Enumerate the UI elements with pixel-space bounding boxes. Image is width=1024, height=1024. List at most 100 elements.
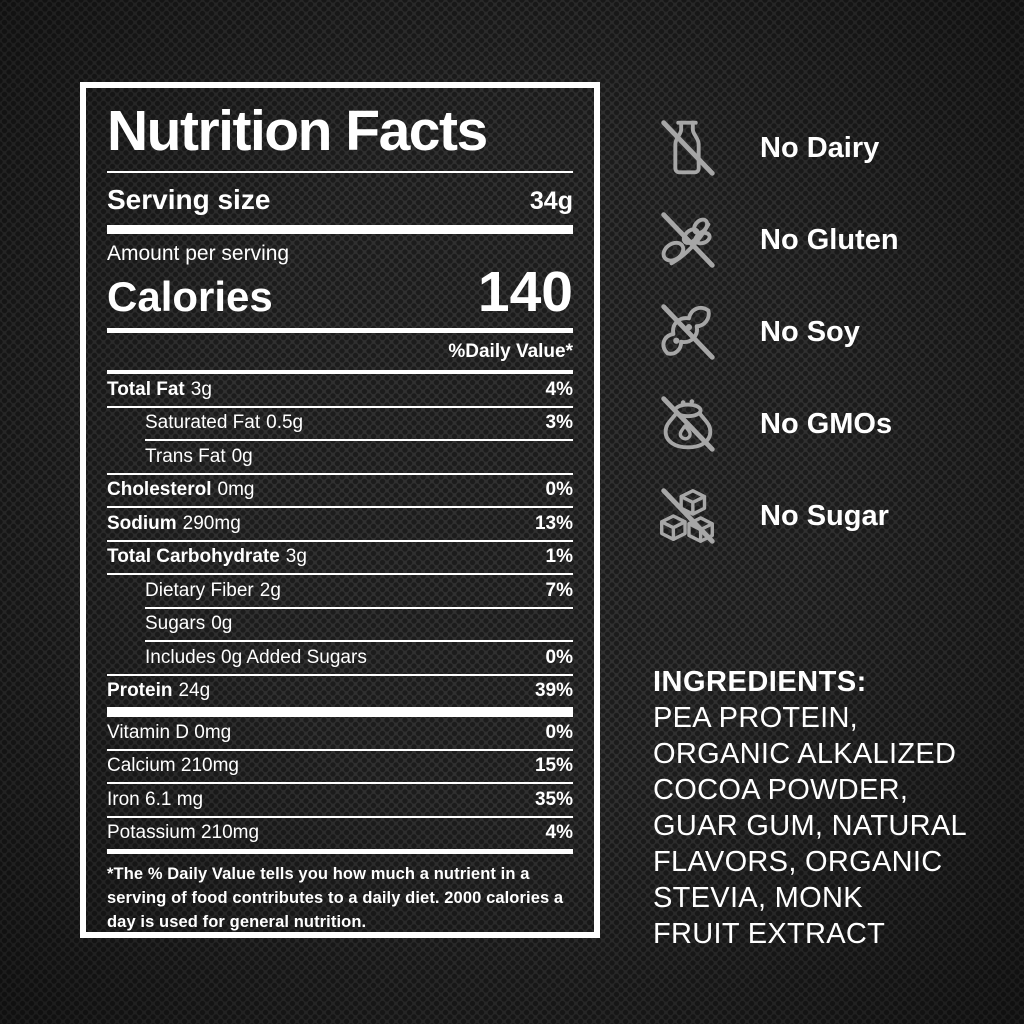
nutrient-name: Trans Fat	[145, 445, 226, 467]
micronutrient-daily-value: 35%	[534, 788, 573, 810]
nutrient-amount: 0g	[211, 613, 233, 635]
row-separator	[107, 405, 573, 408]
micronutrient-row: Vitamin D 0mg 0%	[107, 717, 573, 749]
no-gmos-icon	[661, 396, 715, 452]
micronutrient-row: Calcium 210mg 15%	[107, 751, 573, 783]
nutrient-daily-value: 13%	[534, 512, 573, 534]
amount-per-serving-label: Amount per serving	[107, 242, 290, 266]
nutrient-amount: 3g	[190, 378, 212, 400]
calories-label: Calories	[107, 273, 273, 321]
nutrient-row: Sugars 0g	[107, 609, 573, 641]
serving-size-value: 34g	[529, 187, 573, 216]
nutrient-row: Saturated Fat 0.5g 3%	[107, 408, 573, 440]
nutrition-facts-title: Nutrition Facts	[107, 99, 488, 163]
nutrient-daily-value: 1%	[545, 546, 573, 568]
micronutrient-daily-value: 4%	[545, 822, 573, 844]
nutrient-row: Total Carbohydrate 3g 1%	[107, 542, 573, 574]
nutrient-name: Total Carbohydrate	[107, 546, 280, 568]
nutrient-row: Includes 0g Added Sugars 0%	[107, 642, 573, 674]
badge-label: No Soy	[760, 315, 860, 348]
nutrient-daily-value: 39%	[534, 680, 573, 702]
nutrition-facts-panel: Nutrition Facts Serving size 34g Amount …	[80, 82, 600, 938]
nutrient-name: Protein	[107, 680, 173, 702]
badge-no-gluten: No Gluten	[652, 205, 899, 275]
badge-label: No Sugar	[760, 499, 889, 532]
medium-divider	[107, 370, 573, 375]
nutrient-name: Sodium	[107, 512, 177, 534]
ingredients-line: FLAVORS, ORGANIC	[653, 846, 943, 878]
nutrient-row: Protein 24g 39%	[107, 676, 573, 708]
daily-value-header: %Daily Value*	[448, 341, 573, 363]
dietary-badges: No Dairy No Gluten No Soy	[652, 113, 899, 573]
thick-divider	[107, 707, 573, 718]
micronutrient-row: Iron 6.1 mg 35%	[107, 784, 573, 816]
nutrient-row: Sodium 290mg 13%	[107, 508, 573, 540]
nutrient-daily-value: 3%	[545, 412, 573, 434]
nutrient-daily-value: 0%	[545, 646, 573, 668]
title-divider	[107, 171, 573, 174]
row-separator	[107, 573, 573, 576]
badge-no-sugar: No Sugar	[652, 481, 899, 551]
row-separator	[145, 606, 573, 609]
ingredients-line: STEVIA, MONK	[653, 882, 863, 914]
nutrient-amount: 3g	[285, 546, 307, 568]
ingredients-line: GUAR GUM, NATURAL	[653, 810, 967, 842]
row-separator	[145, 439, 573, 442]
ingredients-line: ORGANIC ALKALIZED	[653, 738, 957, 770]
micronutrient-name: Vitamin D 0mg	[107, 721, 232, 743]
nutrient-row: Cholesterol 0mg 0%	[107, 475, 573, 507]
nutrient-daily-value: 0%	[545, 479, 573, 501]
nutrient-row: Dietary Fiber 2g 7%	[107, 575, 573, 607]
calories-value: 140	[477, 260, 573, 325]
row-separator	[107, 748, 573, 751]
ingredients-heading: INGREDIENTS:	[653, 666, 867, 698]
serving-size-row: Serving size 34g	[107, 184, 573, 216]
nutrient-amount: 24g	[178, 680, 211, 702]
nutrient-name: Total Fat	[107, 378, 185, 400]
micronutrient-name: Calcium 210mg	[107, 755, 239, 777]
medium-divider	[107, 328, 573, 334]
micronutrient-name: Iron 6.1 mg	[107, 788, 204, 810]
micronutrient-daily-value: 15%	[534, 755, 573, 777]
row-separator	[107, 472, 573, 475]
micronutrient-name: Potassium 210mg	[107, 822, 260, 844]
ingredients-line: COCOA POWDER,	[653, 774, 909, 806]
row-separator	[107, 539, 573, 542]
thick-divider	[107, 225, 573, 235]
no-sugar-icon	[660, 488, 715, 544]
no-soy-icon	[661, 304, 715, 360]
nutrient-name: Dietary Fiber	[145, 579, 254, 601]
nutrient-name: Saturated Fat	[145, 412, 261, 434]
row-separator	[145, 640, 573, 643]
micronutrient-rows: Vitamin D 0mg 0% Calcium 210mg 15% Iron 6.1 …	[107, 717, 573, 849]
nutrient-amount: 0g	[231, 445, 253, 467]
badge-label: No Gluten	[760, 223, 899, 256]
row-separator	[107, 673, 573, 676]
nutrient-rows: Total Fat 3g 4% Saturated Fat 0.5g 3% Trans Fa…	[107, 374, 573, 707]
daily-value-footnote: *The % Daily Value tells you how much a …	[107, 865, 564, 931]
nutrient-amount: 2g	[259, 579, 281, 601]
nutrient-name: Includes 0g Added Sugars	[145, 646, 367, 668]
row-separator	[107, 506, 573, 509]
nutrient-row: Total Fat 3g 4%	[107, 374, 573, 406]
nutrient-name: Sugars	[145, 613, 206, 635]
badge-label: No GMOs	[760, 407, 893, 440]
nutrient-amount: 0.5g	[266, 412, 304, 434]
nutrient-row: Trans Fat 0g	[107, 441, 573, 473]
nutrient-amount: 290mg	[182, 512, 241, 534]
ingredients-line: PEA PROTEIN,	[653, 702, 859, 734]
badge-label: No Dairy	[760, 131, 880, 164]
nutrient-amount: 0mg	[217, 479, 255, 501]
ingredients-section: INGREDIENTS: PEA PROTEIN, ORGANIC ALKALIZ…	[653, 664, 1013, 952]
badge-no-dairy: No Dairy	[652, 113, 899, 183]
medium-divider	[107, 849, 573, 855]
micronutrient-row: Potassium 210mg 4%	[107, 818, 573, 850]
ingredients-line: FRUIT EXTRACT	[653, 918, 886, 950]
badge-no-soy: No Soy	[652, 297, 899, 367]
badge-no-gmos: No GMOs	[652, 389, 899, 459]
no-gluten-icon	[661, 212, 715, 268]
serving-size-label: Serving size	[107, 184, 271, 216]
calories-row: Calories 140	[107, 264, 573, 321]
row-separator	[107, 782, 573, 785]
micronutrient-daily-value: 0%	[545, 721, 573, 743]
